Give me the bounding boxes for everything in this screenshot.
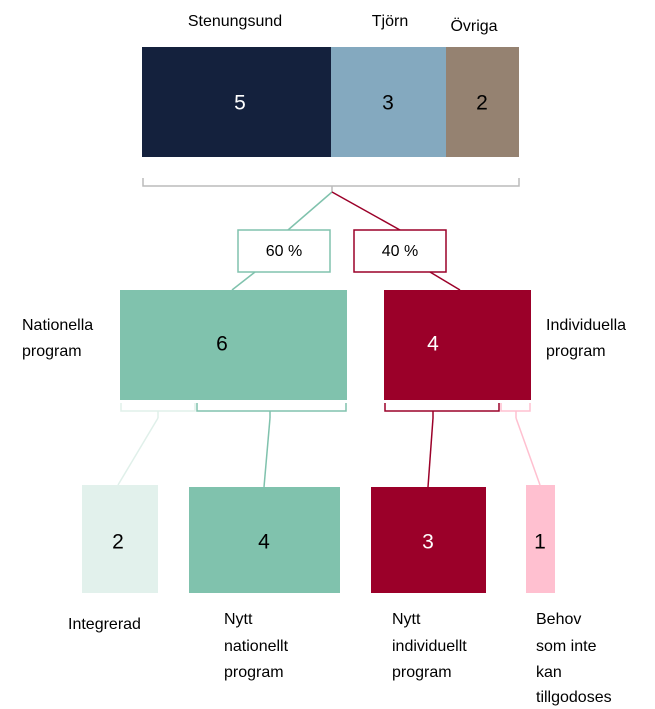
outcome-value: 3 xyxy=(422,531,434,554)
outcome-label: kan xyxy=(536,664,562,681)
connector xyxy=(263,417,271,488)
outcome-label: program xyxy=(224,664,284,681)
connector xyxy=(331,191,401,231)
outcome-value: 2 xyxy=(112,531,124,554)
bracket xyxy=(196,403,347,418)
group-box xyxy=(384,290,531,400)
outcome-label: Integrerad xyxy=(68,616,141,633)
split-box xyxy=(353,229,447,273)
segment xyxy=(446,47,519,157)
outcome-label: Nytt xyxy=(224,611,253,628)
group-label: Individuella xyxy=(546,317,626,334)
outcome-box xyxy=(526,485,555,593)
group-box xyxy=(120,290,347,400)
outcome-label: nationellt xyxy=(224,638,289,655)
outcome-value: 1 xyxy=(534,531,546,554)
segment-value: 5 xyxy=(234,92,246,115)
bracket xyxy=(500,403,531,418)
connector xyxy=(231,271,256,291)
outcome-label: som inte xyxy=(536,638,597,655)
outcome-label: tillgodoses xyxy=(536,689,612,706)
outcome-label: program xyxy=(392,664,452,681)
connector xyxy=(515,417,541,486)
outcome-box xyxy=(82,485,158,593)
outcome-value: 4 xyxy=(258,531,270,554)
segment-value: 2 xyxy=(476,92,488,115)
split-label: 40 % xyxy=(382,243,418,260)
outcome-label: individuellt xyxy=(392,638,467,655)
group-value: 6 xyxy=(216,333,228,356)
segment-label: Övriga xyxy=(450,17,497,35)
connector xyxy=(427,417,434,488)
connector xyxy=(117,417,159,486)
segment xyxy=(142,47,331,157)
group-label: program xyxy=(546,343,606,360)
group-label: program xyxy=(22,343,82,360)
segment-label: Stenungsund xyxy=(188,13,282,30)
bracket xyxy=(384,403,500,418)
group-label: Nationella xyxy=(22,317,93,334)
segment-label: Tjörn xyxy=(372,13,408,30)
segment xyxy=(331,47,446,157)
split-label: 60 % xyxy=(266,243,302,260)
bracket xyxy=(120,403,196,418)
bracket xyxy=(142,178,520,192)
outcome-label: Nytt xyxy=(392,611,421,628)
split-box xyxy=(237,229,331,273)
outcome-box xyxy=(189,487,340,593)
segment-value: 3 xyxy=(382,92,394,115)
group-value: 4 xyxy=(427,333,439,356)
connector xyxy=(287,191,333,231)
connector xyxy=(429,271,461,291)
outcome-box xyxy=(371,487,486,593)
outcome-label: Behov xyxy=(536,611,581,628)
